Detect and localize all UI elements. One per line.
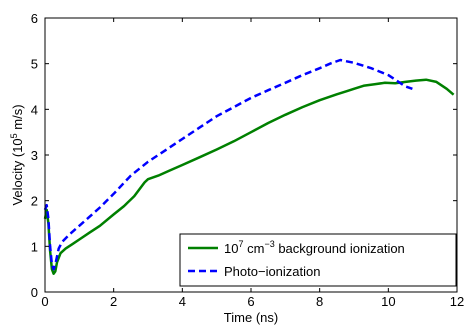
y-axis-label-prefix: Velocity (10 [10, 138, 25, 205]
legend-label-exp1: 7 [238, 239, 243, 249]
x-axis-label: Time (ns) [224, 310, 278, 325]
y-tick-label: 3 [31, 148, 38, 163]
y-tick-label: 5 [31, 57, 38, 72]
y-tick-label: 4 [31, 102, 38, 117]
x-tick-label: 0 [41, 294, 48, 309]
series-line-photo-ionization [43, 58, 413, 271]
y-axis-label-exponent: 5 [9, 133, 19, 138]
x-tick-label: 4 [179, 294, 186, 309]
x-tick-label: 10 [381, 294, 395, 309]
y-axis-label: Velocity (105 m/s) [9, 104, 25, 205]
legend-label-rest: background ionization [275, 241, 405, 256]
x-tick-label: 12 [450, 294, 464, 309]
legend-label-unit: cm [243, 241, 264, 256]
legend-box [179, 233, 457, 287]
x-tick-label: 8 [316, 294, 323, 309]
y-tick-label: 0 [31, 285, 38, 300]
legend-label-background-ionization: 107 cm−3 background ionization [224, 239, 405, 256]
series-line-background-ionization [43, 78, 455, 275]
x-tick-label: 2 [110, 294, 117, 309]
x-tick-label: 6 [247, 294, 254, 309]
y-tick-label: 6 [31, 11, 38, 26]
x-axis: 0 2 4 6 8 10 12 [41, 18, 464, 309]
legend-label-base: 10 [224, 241, 238, 256]
series-layer [43, 58, 455, 275]
y-tick-label: 2 [31, 194, 38, 209]
legend: 107 cm−3 background ionization Photo−ion… [179, 233, 457, 287]
y-axis-label-suffix: m/s) [10, 104, 25, 133]
legend-label-photo-ionization: Photo−ionization [224, 264, 321, 279]
legend-label-exp2: −3 [264, 239, 274, 249]
y-tick-label: 1 [31, 239, 38, 254]
